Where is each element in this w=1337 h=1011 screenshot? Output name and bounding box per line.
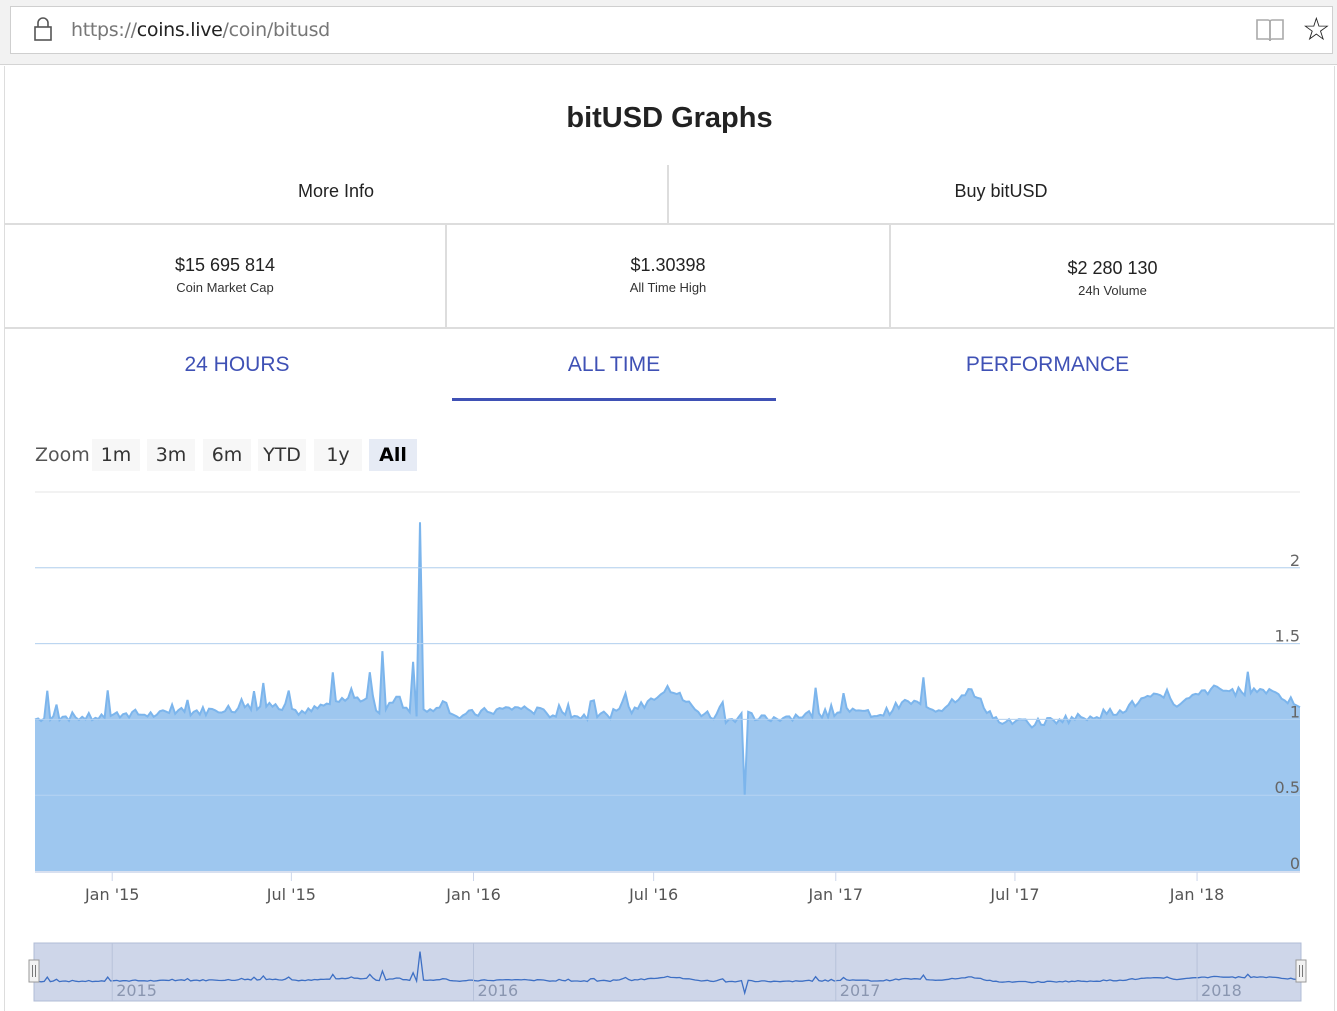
more-info-button[interactable]: More Info [5, 165, 669, 223]
url-scheme: https:// [71, 19, 137, 41]
action-buttons: More Info Buy bitUSD [5, 165, 1334, 225]
active-tab-indicator [452, 398, 776, 401]
tab-performance[interactable]: PERFORMANCE [965, 353, 1130, 376]
stat-label: 24h Volume [1078, 283, 1147, 298]
tab-all-time[interactable]: ALL TIME [567, 353, 661, 376]
stat-label: All Time High [629, 280, 707, 295]
buy-button[interactable]: Buy bitUSD [954, 181, 1048, 201]
page-content: bitUSD Graphs More Info Buy bitUSD $15 6… [4, 66, 1335, 1011]
stat-value: $1.30398 [630, 255, 706, 275]
zoom-3m-button[interactable]: 3m [147, 439, 195, 471]
lock-icon [34, 17, 52, 41]
url-text[interactable]: https://coins.live/coin/bitusd [71, 19, 330, 41]
browser-toolbar: https://coins.live/coin/bitusd ☆ [0, 0, 1337, 65]
reading-view-icon[interactable] [1255, 17, 1285, 43]
url-host: coins.live [136, 19, 223, 41]
zoom-6m-button[interactable]: 6m [203, 439, 251, 471]
stat-all-time-high: $1.30398 All Time High [447, 225, 891, 327]
zoom-ytd-button[interactable]: YTD [258, 439, 306, 471]
zoom-1m-button[interactable]: 1m [92, 439, 140, 471]
zoom-1y-button[interactable]: 1y [314, 439, 362, 471]
stat-volume: $2 280 130 24h Volume [891, 225, 1334, 327]
address-bar[interactable]: https://coins.live/coin/bitusd ☆ [10, 6, 1333, 54]
url-path: /coin/bitusd [222, 19, 331, 41]
zoom-all-button[interactable]: All [369, 439, 417, 471]
tab-24-hours[interactable]: 24 HOURS [184, 353, 290, 376]
favorite-star-icon[interactable]: ☆ [1302, 11, 1331, 47]
stat-market-cap: $15 695 814 Coin Market Cap [5, 225, 447, 327]
page-title: bitUSD Graphs [566, 102, 773, 134]
zoom-label: Zoom [35, 444, 90, 466]
chart-tabs: 24 HOURS ALL TIME PERFORMANCE [5, 329, 1334, 405]
stats-row: $15 695 814 Coin Market Cap $1.30398 All… [5, 225, 1334, 329]
stat-label: Coin Market Cap [176, 280, 274, 295]
stat-value: $2 280 130 [1067, 258, 1158, 278]
stat-value: $15 695 814 [174, 255, 276, 275]
